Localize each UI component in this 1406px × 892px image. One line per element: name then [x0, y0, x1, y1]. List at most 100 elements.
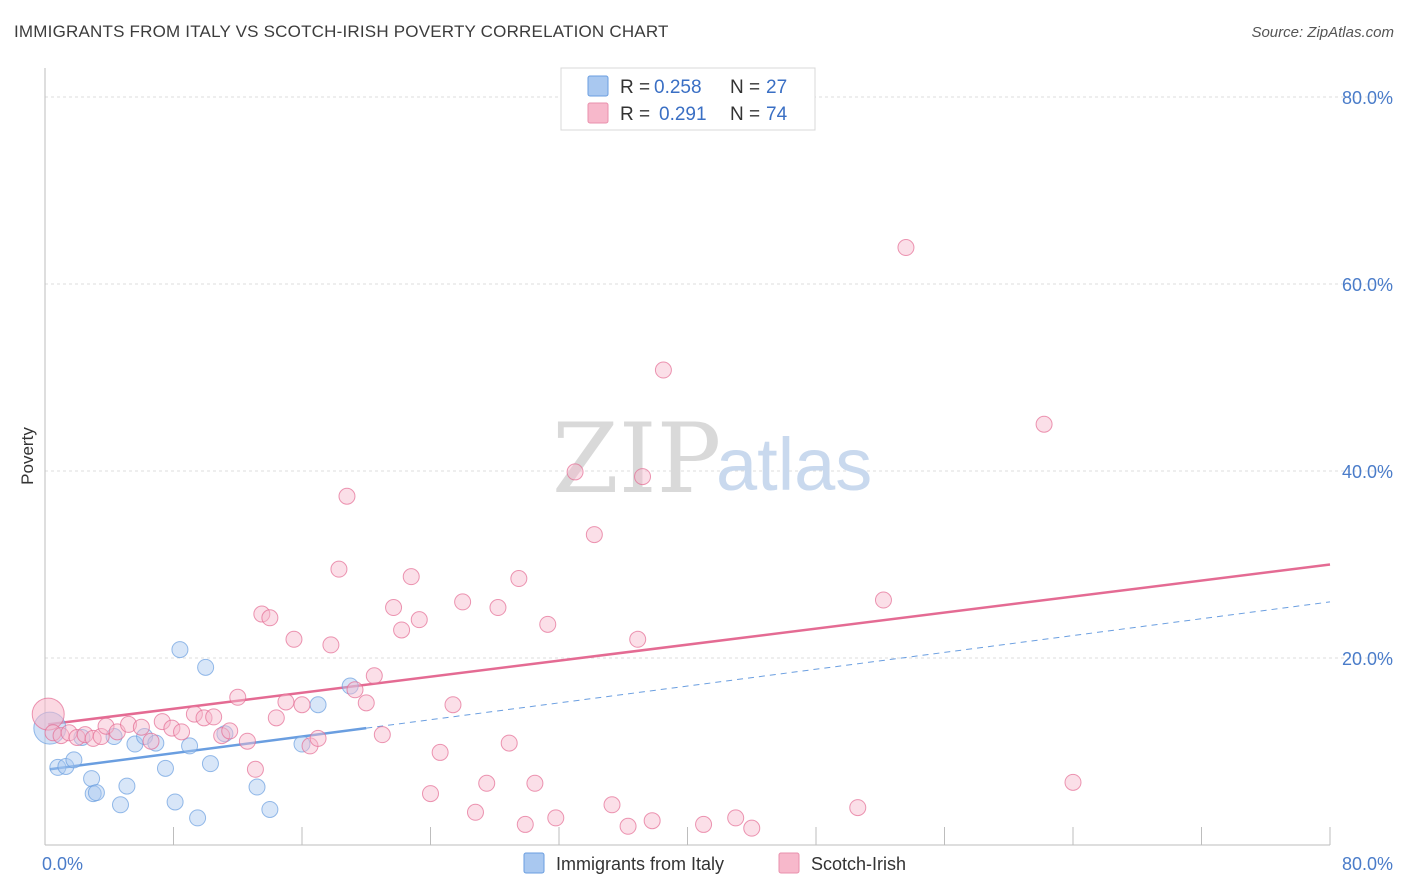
data-point-1-66: [743, 819, 761, 837]
legend-r-label-scotch-irish: R =: [620, 104, 650, 125]
data-point-1-70: [1035, 415, 1053, 433]
data-point-1-33: [330, 560, 348, 578]
data-point-1-35: [346, 681, 364, 699]
tick-labels: 20.0% 40.0% 60.0% 80.0% 0.0% 80.0%: [42, 88, 1393, 874]
data-point-1-20: [221, 722, 239, 740]
legend-n-value-scotch-irish: 74: [766, 104, 788, 125]
x-tick-label-0: 0.0%: [42, 854, 83, 874]
data-point-1-0: [31, 697, 65, 731]
data-point-1-26: [267, 709, 285, 727]
data-point-0-18: [189, 809, 207, 827]
legend-swatch-italy: [587, 75, 609, 97]
data-point-0-3: [65, 751, 83, 769]
legend-bottom-label-italy: Immigrants from Italy: [556, 854, 724, 874]
data-point-1-56: [566, 463, 584, 481]
data-point-1-63: [654, 361, 672, 379]
data-point-1-52: [516, 815, 534, 833]
data-point-1-54: [539, 615, 557, 633]
data-point-1-29: [293, 696, 311, 714]
data-point-1-44: [431, 743, 449, 761]
data-point-1-71: [1064, 773, 1082, 791]
data-point-1-24: [253, 605, 271, 623]
data-point-1-22: [238, 732, 256, 750]
data-point-0-16: [171, 641, 189, 659]
data-point-1-51: [510, 570, 528, 588]
y-tick-label-0: 20.0%: [1342, 649, 1393, 669]
chart-title: IMMIGRANTS FROM ITALY VS SCOTCH-IRISH PO…: [14, 22, 669, 41]
y-tick-label-2: 60.0%: [1342, 275, 1393, 295]
data-points: [31, 239, 1082, 837]
data-point-1-69: [897, 239, 915, 257]
data-point-1-19: [213, 727, 231, 745]
watermark: ZIP atlas: [552, 403, 872, 515]
data-point-0-7: [87, 784, 105, 802]
data-point-1-18: [205, 708, 223, 726]
data-point-1-48: [478, 774, 496, 792]
trend-line-0: [49, 726, 367, 771]
data-point-1-27: [277, 693, 295, 711]
legend-swatch-scotch-irish: [587, 102, 609, 124]
legend-bottom-swatch-italy: [523, 852, 545, 874]
data-point-1-10: [120, 715, 138, 733]
data-point-1-40: [393, 621, 411, 639]
data-point-1-37: [365, 667, 383, 685]
data-point-1-32: [322, 636, 340, 654]
data-point-1-62: [643, 812, 661, 830]
data-point-1-67: [849, 799, 867, 817]
data-point-0-19: [197, 658, 215, 676]
data-point-1-57: [585, 526, 603, 544]
data-point-0-25: [309, 696, 327, 714]
trend-extension-0: [366, 601, 1331, 729]
data-point-1-31: [309, 729, 327, 747]
data-point-0-20: [201, 755, 219, 773]
data-point-1-25: [261, 609, 279, 627]
trend-line-1: [48, 563, 1331, 726]
data-point-1-46: [454, 593, 472, 611]
data-point-1-21: [229, 688, 247, 706]
data-point-0-23: [261, 800, 279, 818]
data-point-1-11: [132, 718, 150, 736]
data-point-1-8: [97, 717, 115, 735]
trend-lines: [48, 563, 1331, 771]
data-point-1-28: [285, 630, 303, 648]
data-point-0-10: [118, 777, 136, 795]
y-axis-label: Poverty: [18, 427, 37, 485]
data-point-0-9: [111, 796, 129, 814]
legend-n-value-italy: 27: [766, 77, 787, 98]
watermark-atlas: atlas: [716, 423, 872, 506]
legend-bottom-swatch-scotch-irish: [778, 852, 800, 874]
data-point-0-22: [248, 778, 266, 796]
data-point-1-43: [422, 785, 439, 803]
data-point-1-34: [338, 487, 356, 505]
data-point-1-15: [173, 723, 191, 741]
y-tick-label-3: 80.0%: [1342, 88, 1393, 108]
data-point-1-16: [185, 705, 203, 723]
data-point-1-14: [163, 719, 181, 737]
data-point-1-45: [444, 696, 462, 714]
legend-bottom: Immigrants from Italy Scotch-Irish: [523, 852, 906, 874]
legend-n-label-italy: N =: [730, 77, 760, 98]
legend-r-label-italy: R =: [620, 77, 650, 98]
data-point-1-7: [92, 728, 110, 746]
x-tick-label-1: 80.0%: [1342, 854, 1393, 874]
data-point-1-60: [629, 630, 647, 648]
data-point-1-59: [619, 817, 637, 835]
data-point-1-36: [357, 694, 375, 712]
data-point-1-61: [634, 468, 652, 486]
data-point-1-68: [874, 591, 892, 609]
data-point-1-64: [695, 815, 713, 833]
data-point-1-58: [603, 796, 621, 814]
legend-top: R = 0.258 N = 27 R = 0.291 N = 74: [560, 67, 816, 131]
watermark-zip: ZIP: [552, 403, 721, 515]
data-point-1-65: [727, 809, 745, 827]
source-label: Source: ZipAtlas.com: [1251, 24, 1394, 41]
data-point-1-23: [246, 760, 264, 778]
data-point-1-17: [195, 709, 213, 727]
data-point-1-39: [385, 599, 403, 617]
data-point-1-53: [526, 774, 544, 792]
data-point-1-41: [402, 568, 420, 586]
data-point-0-14: [156, 759, 174, 777]
grid-lines: [45, 96, 1395, 659]
legend-r-value-scotch-irish: 0.291: [659, 104, 707, 125]
